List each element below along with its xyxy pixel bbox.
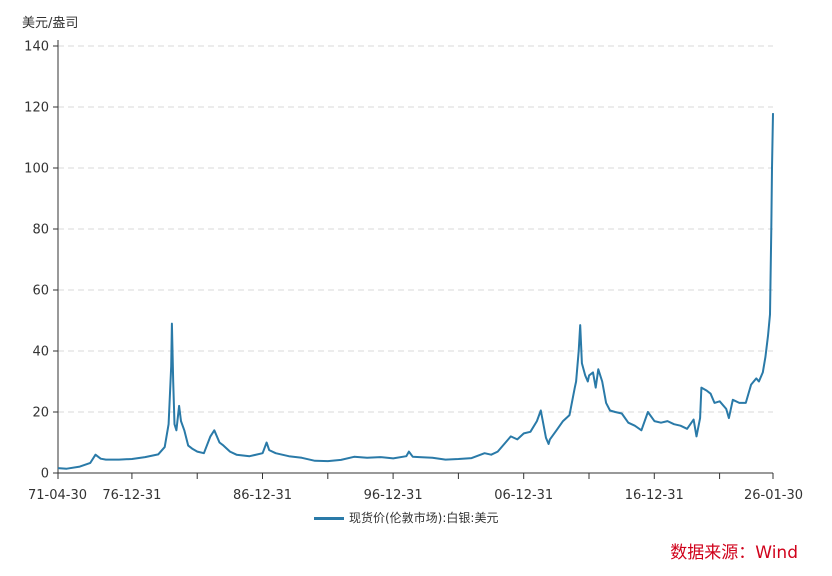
series-line — [57, 113, 774, 470]
gridlines — [58, 45, 773, 413]
y-tick-label: 100 — [24, 162, 49, 177]
y-axis-unit-label: 美元/盎司 — [22, 16, 78, 31]
y-axis: 0 20 40 60 80 100 120 140 — [24, 40, 59, 482]
y-tick-label: 20 — [32, 406, 49, 421]
x-axis: 71-04-30 76-12-31 86-12-31 96-12-31 06-12-31… — [28, 472, 803, 503]
y-tick-label: 140 — [24, 40, 49, 55]
series-layer — [57, 113, 774, 470]
legend: 现货价(伦敦市场):白银:美元 — [314, 510, 498, 525]
y-tick-label: 60 — [32, 284, 49, 299]
x-tick-label: 26-01-30 — [744, 488, 803, 503]
x-tick-label: 76-12-31 — [102, 488, 161, 503]
y-tick-label: 0 — [41, 467, 49, 482]
y-tick-label: 40 — [32, 345, 49, 360]
legend-swatch — [314, 517, 344, 520]
y-tick-label: 120 — [24, 101, 49, 116]
source-label: 数据来源：Wind — [670, 543, 798, 563]
x-tick-label: 16-12-31 — [625, 488, 684, 503]
x-tick-label: 96-12-31 — [364, 488, 423, 503]
x-tick-label: 86-12-31 — [233, 488, 292, 503]
legend-label: 现货价(伦敦市场):白银:美元 — [349, 510, 498, 525]
x-tick-label: 06-12-31 — [494, 488, 553, 503]
y-tick-label: 80 — [32, 223, 49, 238]
x-tick-label: 71-04-30 — [28, 488, 87, 503]
